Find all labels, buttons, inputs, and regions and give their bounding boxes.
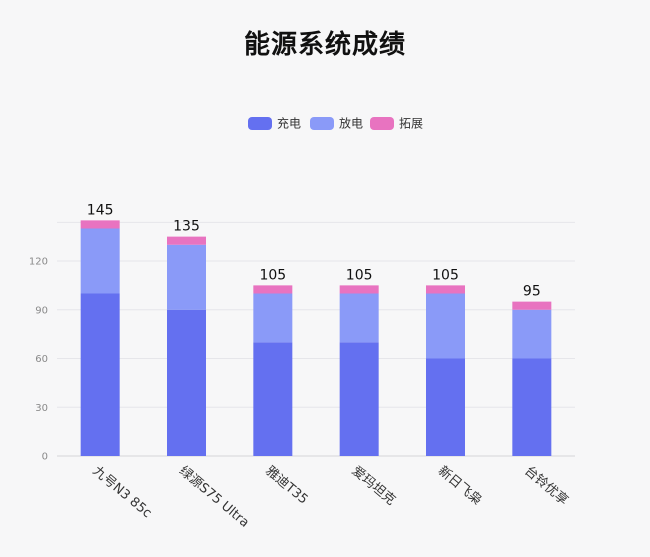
bar-充电: [253, 342, 293, 456]
data-label: 95: [523, 284, 541, 300]
y-tick-label: 60: [35, 354, 48, 365]
data-label: 145: [87, 202, 114, 218]
legend-label: 充电: [277, 116, 301, 131]
data-label: 105: [346, 267, 373, 283]
y-tick-label: 120: [29, 257, 48, 268]
chart-title: 能源系统成绩: [243, 30, 406, 60]
bar-充电: [167, 309, 206, 456]
data-label: 105: [432, 267, 459, 283]
y-tick-label: 30: [35, 403, 48, 414]
bar-放电: [167, 244, 206, 310]
legend-swatch: [310, 117, 334, 130]
x-tick-label: 新日飞枭: [435, 463, 485, 509]
y-tick-label: 0: [42, 452, 48, 463]
bar-拓展: [253, 285, 293, 294]
x-tick-label: 台铃优享: [521, 463, 571, 509]
bar-充电: [80, 293, 120, 456]
bar-拓展: [339, 285, 379, 294]
legend-swatch: [370, 117, 394, 130]
bar-拓展: [80, 220, 120, 229]
bar-拓展: [512, 301, 552, 310]
y-tick-label: 90: [35, 305, 48, 316]
legend-label: 拓展: [399, 117, 423, 131]
x-tick-label: 九号N3 85c: [90, 464, 155, 522]
x-tick-label: 绿源S75 Ultra: [176, 464, 252, 531]
bar-放电: [253, 293, 293, 343]
x-tick-label: 爱玛坦克: [349, 464, 398, 509]
bar-拓展: [167, 236, 206, 245]
bar-拓展: [426, 285, 465, 294]
bar-充电: [426, 358, 465, 456]
legend-swatch: [248, 117, 272, 130]
bar-充电: [512, 358, 552, 456]
data-label: 135: [173, 219, 200, 235]
legend-label: 放电: [339, 116, 363, 131]
bar-放电: [426, 293, 465, 359]
bar-放电: [80, 228, 120, 294]
x-tick-label: 雅迪T35: [262, 464, 310, 508]
bar-放电: [339, 293, 379, 343]
bar-充电: [339, 342, 379, 456]
data-label: 105: [259, 267, 286, 283]
bar-放电: [512, 309, 552, 359]
